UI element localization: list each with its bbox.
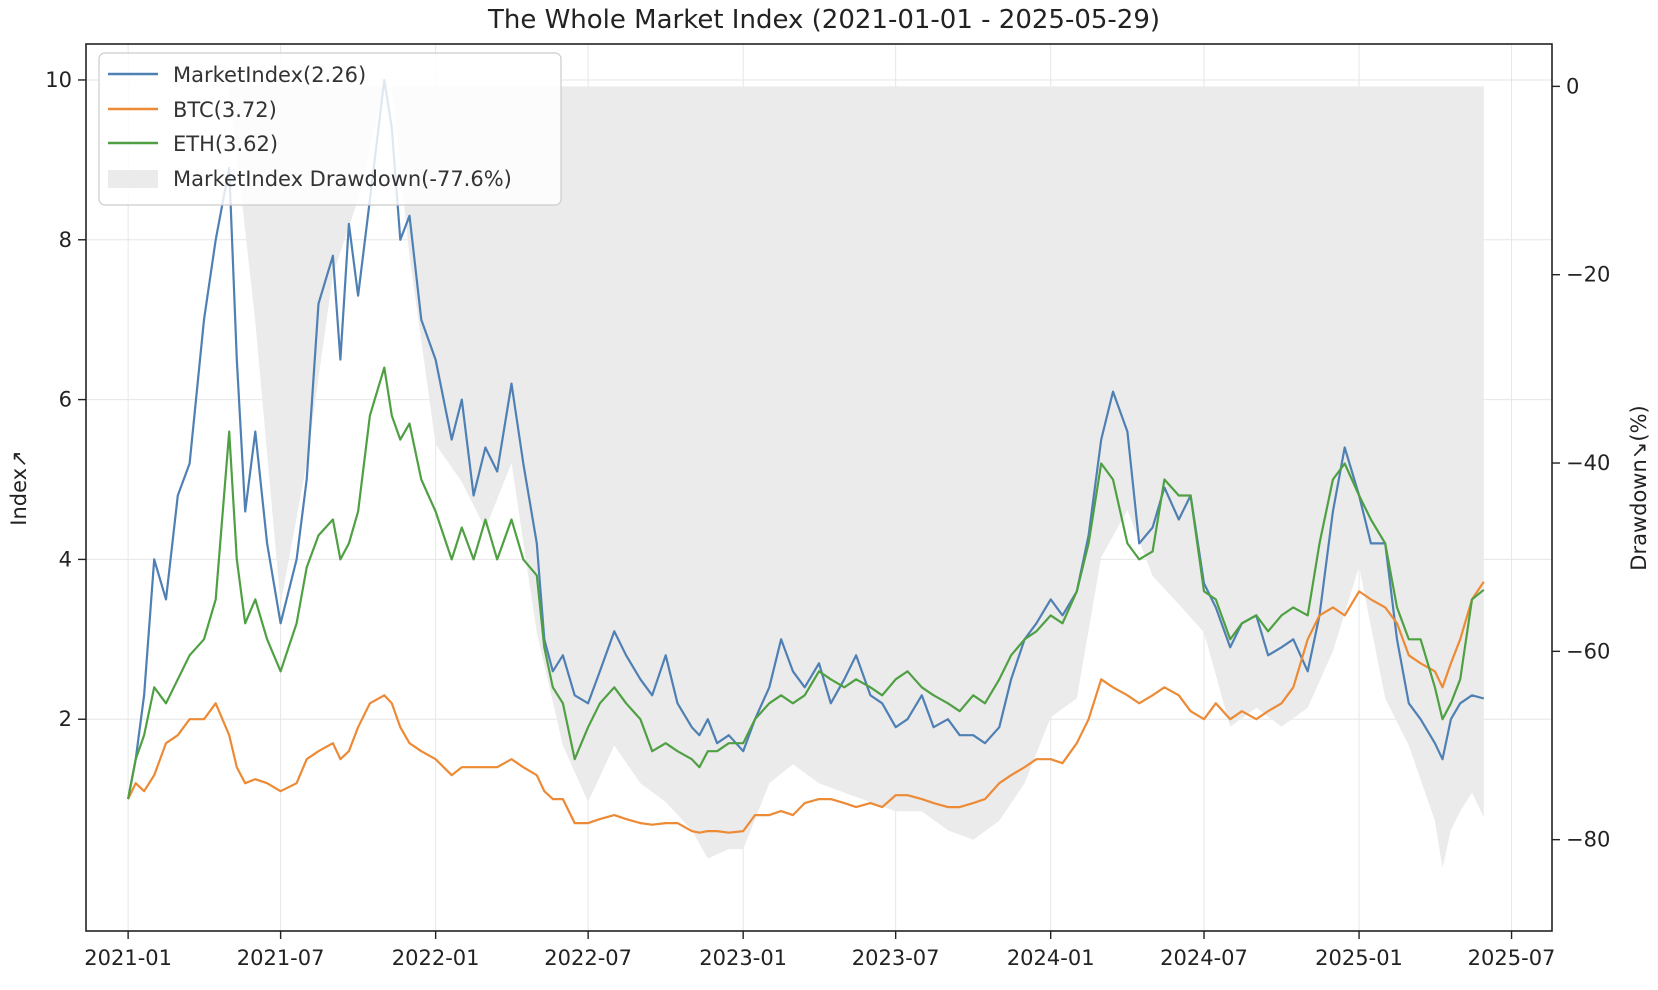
y-tick-label: 4 [59, 547, 72, 571]
y-tick-label: 6 [59, 388, 72, 412]
y2-tick-label: −60 [1566, 639, 1610, 663]
legend: MarketIndex(2.26) BTC(3.72) ETH(3.62) Ma… [98, 52, 562, 206]
legend-swatch-drawdown [108, 170, 158, 188]
y-axis-label: Index↗ [7, 450, 31, 525]
x-tick-label: 2022-07 [544, 946, 632, 970]
x-axis-ticks: 2021-01 2021-07 2022-01 2022-07 2023-01 2023-… [84, 931, 1555, 970]
y-tick-label: 8 [59, 228, 72, 252]
x-tick-label: 2024-01 [1007, 946, 1095, 970]
series-line-marketindex [127, 78, 1485, 800]
y2-tick-label: −40 [1566, 451, 1610, 475]
x-tick-label: 2025-07 [1468, 946, 1556, 970]
y2-tick-label: 0 [1566, 74, 1579, 98]
series-line-btc [127, 581, 1485, 834]
drawdown-area-layer [128, 86, 1484, 868]
x-tick-label: 2023-01 [699, 946, 787, 970]
plot-frame [85, 43, 1553, 932]
series-lines-layer [127, 78, 1485, 834]
y2-tick-label: −80 [1566, 828, 1610, 852]
series-area-drawdown [128, 86, 1484, 868]
legend-label-eth: ETH(3.62) [173, 132, 278, 156]
x-tick-label: 2023-07 [852, 946, 940, 970]
y2-axis-ticks: 0 −20 −40 −60 −80 [1552, 74, 1610, 852]
x-tick-label: 2021-01 [84, 946, 172, 970]
legend-label-drawdown: MarketIndex Drawdown(-77.6%) [173, 167, 512, 191]
series-line-eth [127, 366, 1485, 800]
y-tick-label: 10 [45, 68, 72, 92]
y-axis-ticks: 2 4 6 8 10 [45, 68, 86, 731]
legend-label-marketindex: MarketIndex(2.26) [173, 63, 366, 87]
legend-box [98, 52, 562, 206]
x-tick-label: 2024-07 [1160, 946, 1248, 970]
x-tick-label: 2025-01 [1315, 946, 1403, 970]
x-tick-label: 2022-01 [392, 946, 480, 970]
legend-label-btc: BTC(3.72) [173, 98, 277, 122]
x-tick-label: 2021-07 [237, 946, 325, 970]
y2-tick-label: −20 [1566, 263, 1610, 287]
y-tick-label: 2 [59, 707, 72, 731]
y2-axis-label: Drawdown↘(%) [1627, 405, 1651, 570]
chart-title: The Whole Market Index (2021-01-01 - 202… [487, 5, 1160, 35]
